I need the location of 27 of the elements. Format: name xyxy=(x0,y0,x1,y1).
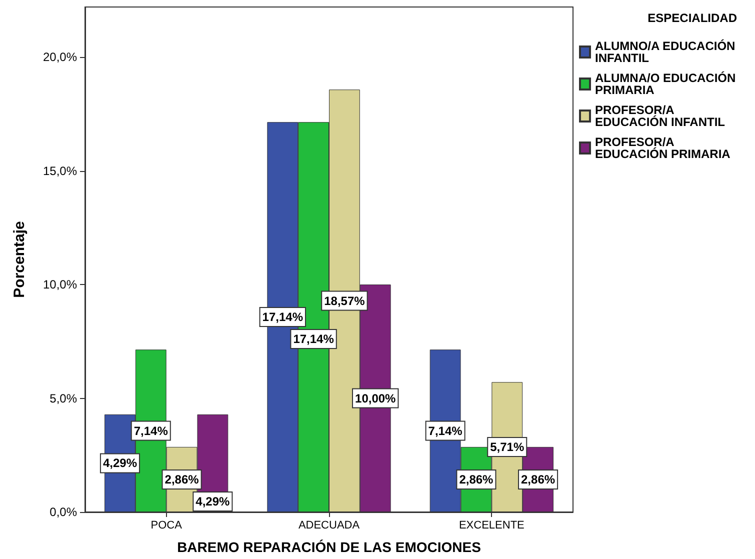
data-label: 4,29% xyxy=(102,456,138,470)
data-label: 4,29% xyxy=(196,494,230,508)
x-tick-label: POCA xyxy=(150,520,183,532)
data-label: 2,86% xyxy=(164,472,200,486)
x-tick-label: ADECUADA xyxy=(298,520,360,532)
legend-title: ESPECIALIDAD xyxy=(648,11,738,25)
y-axis-title: Porcentaje xyxy=(11,221,28,298)
x-tick-label: EXCELENTE xyxy=(458,520,524,532)
y-tick-label: 5,0% xyxy=(50,391,78,406)
y-tick-label: 10,0% xyxy=(42,278,78,292)
data-label: 5,71% xyxy=(490,440,524,454)
data-label: 2,86% xyxy=(459,472,494,486)
x-axis-title: BAREMO REPARACIÓN DE LAS EMOCIONES xyxy=(177,539,481,555)
y-tick-label: 0,0% xyxy=(50,505,78,519)
data-label: 17,14% xyxy=(262,310,304,324)
data-label: 7,14% xyxy=(134,424,168,438)
data-label: 17,14% xyxy=(293,332,334,346)
legend-label: ALUMNO/A EDUCACIÓN INFANTIL xyxy=(595,39,739,65)
legend-label: PROFESOR/A EDUCACIÓN PRIMARIA xyxy=(595,135,731,161)
legend-label: PROFESOR/A EDUCACIÓN INFANTIL xyxy=(595,103,725,129)
data-label: 2,86% xyxy=(521,472,556,486)
data-label: 18,57% xyxy=(324,294,366,308)
data-label: 10,00% xyxy=(355,391,396,406)
y-tick-label: 15,0% xyxy=(42,164,78,178)
legend-label: ALUMNA/O EDUCACIÓN PRIMARIA xyxy=(595,71,739,97)
y-tick-label: 20,0% xyxy=(42,50,78,64)
data-label: 7,14% xyxy=(428,424,463,438)
